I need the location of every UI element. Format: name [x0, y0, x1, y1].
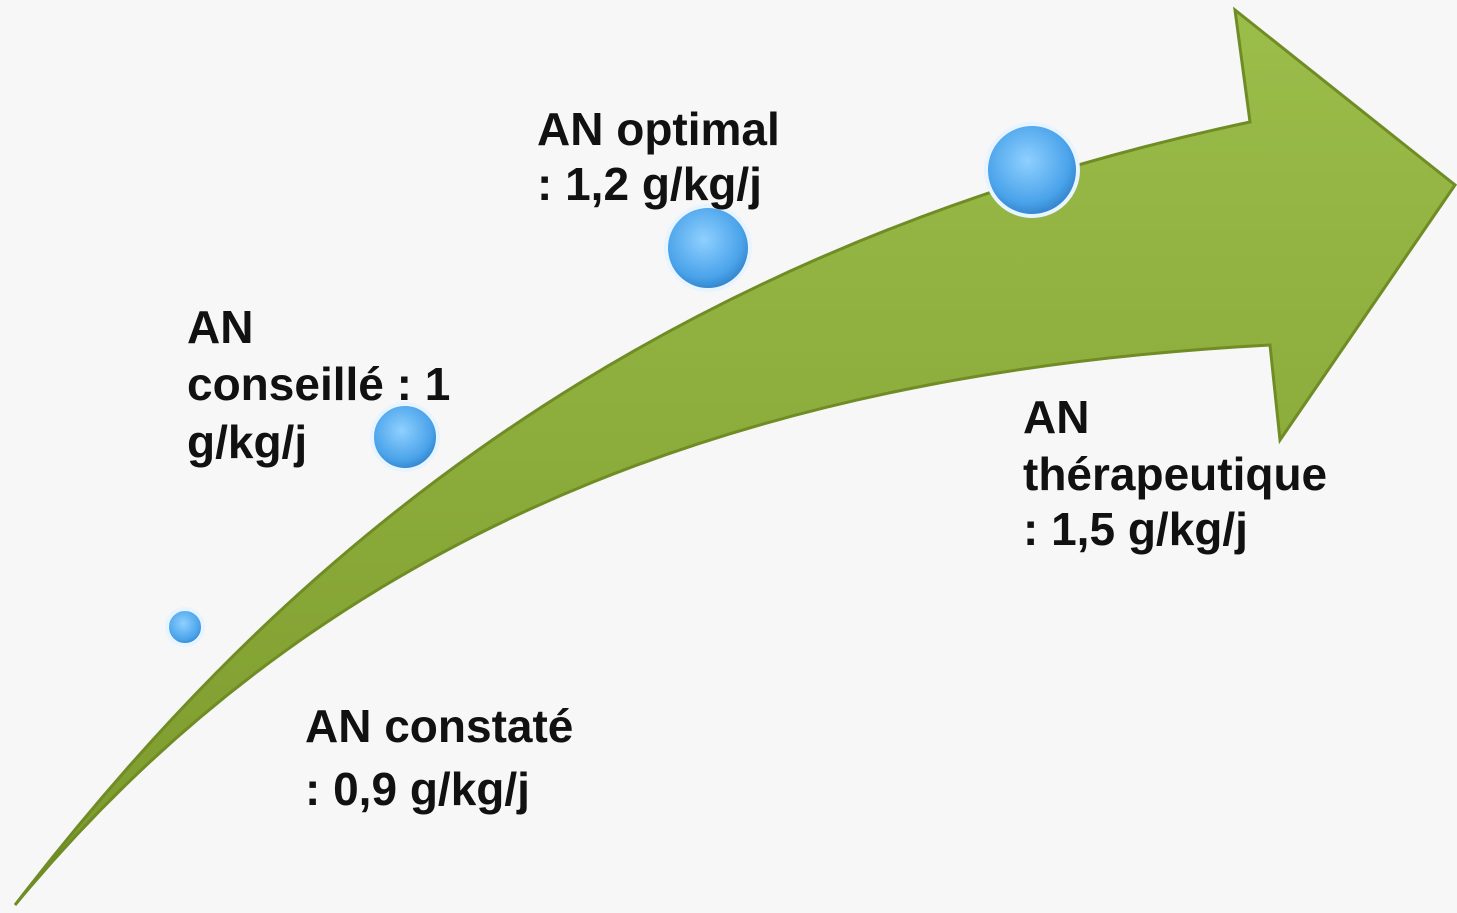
milestone-dot — [664, 204, 752, 292]
label: : 1,2 g/kg/j — [537, 158, 762, 210]
curved-arrow — [13, 6, 1457, 906]
milestone-dot — [370, 402, 440, 472]
label: AN optimal — [537, 103, 780, 155]
milestone-dot — [984, 122, 1080, 218]
label: : 0,9 g/kg/j — [305, 763, 530, 815]
label: conseillé : 1 — [187, 358, 450, 410]
label: AN constaté — [305, 700, 573, 752]
milestone-dot — [165, 607, 205, 647]
label: AN — [187, 301, 253, 353]
label: g/kg/j — [187, 416, 307, 468]
milestones — [165, 122, 1080, 647]
label: thérapeutique — [1023, 448, 1327, 500]
label: : 1,5 g/kg/j — [1023, 503, 1248, 555]
label: AN — [1023, 391, 1089, 443]
